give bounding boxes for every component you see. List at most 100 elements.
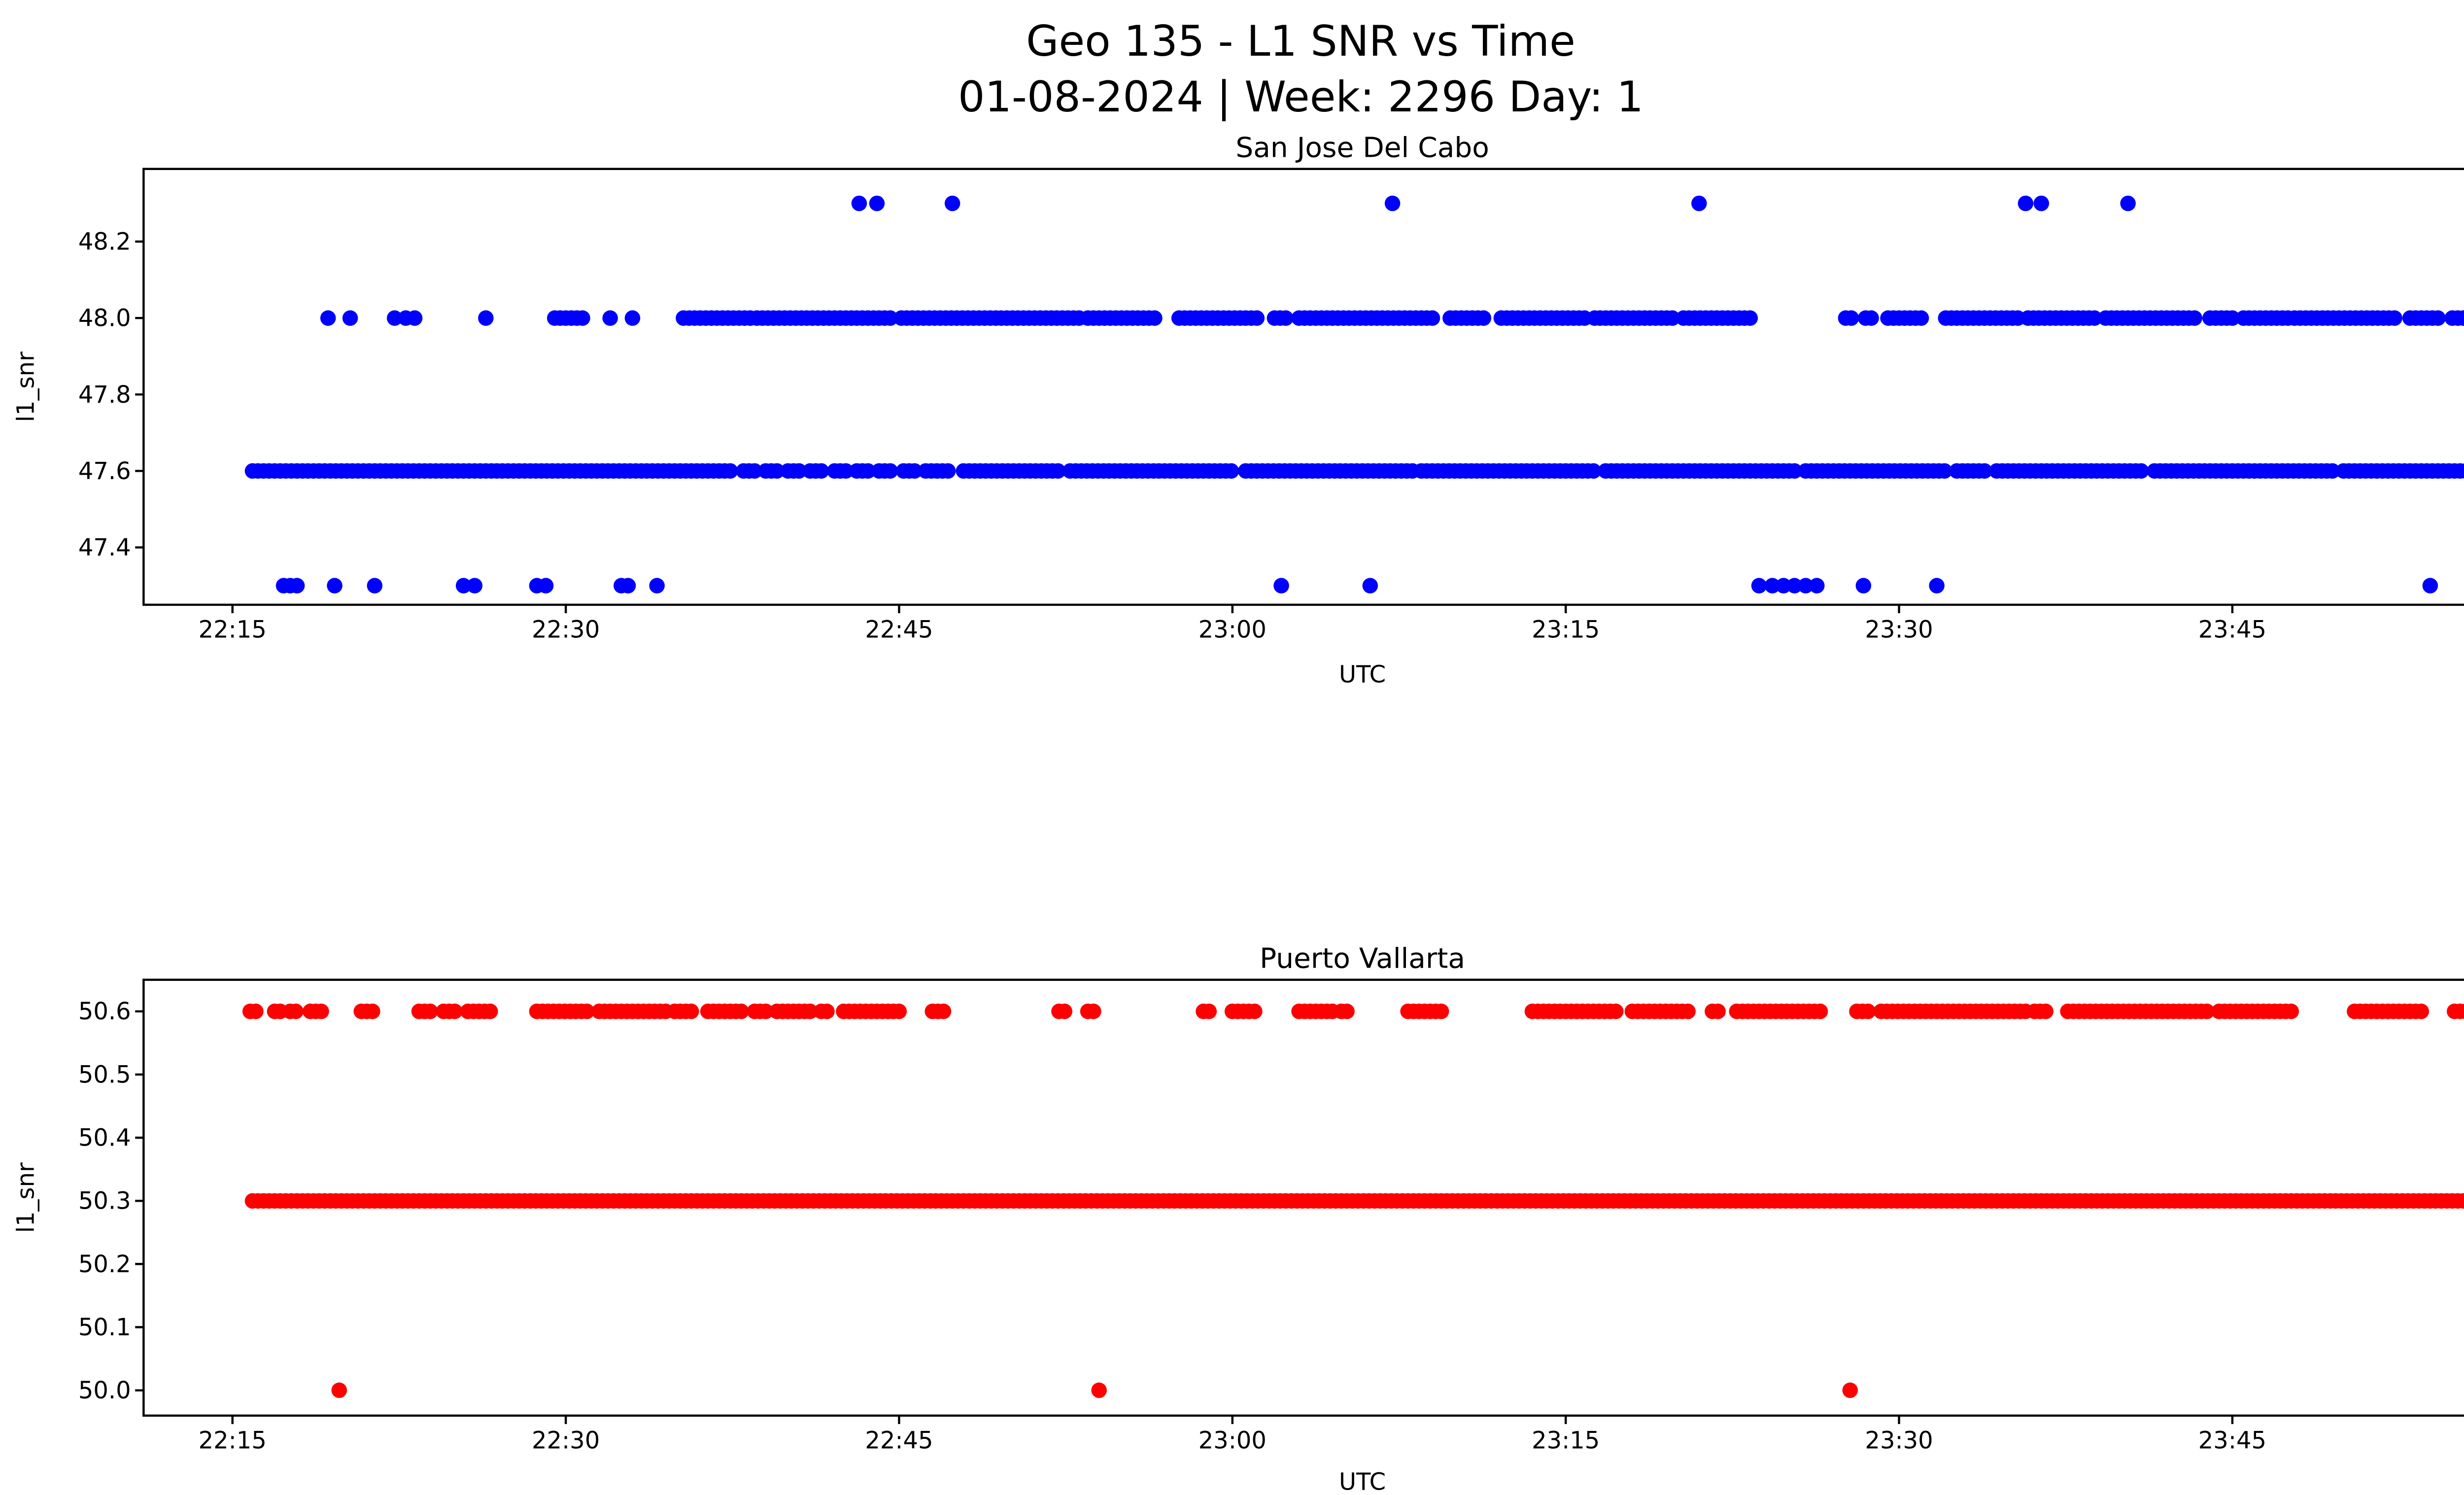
data-point <box>602 310 618 326</box>
data-point <box>1273 578 1289 593</box>
data-point <box>1339 1004 1355 1019</box>
scatter-points <box>244 195 2464 593</box>
data-point <box>2413 1004 2430 1019</box>
x-tick-label: 23:00 <box>1198 616 1266 644</box>
data-point <box>747 463 763 479</box>
y-axis-label: l1_snr <box>12 351 40 422</box>
data-point <box>2458 463 2464 479</box>
data-point <box>2187 310 2202 326</box>
data-point <box>1608 1004 1624 1019</box>
data-point <box>1384 195 1401 211</box>
data-point <box>769 463 785 479</box>
data-point <box>1475 310 1492 326</box>
y-tick-label: 47.6 <box>78 457 131 485</box>
data-point <box>1764 578 1780 593</box>
data-point <box>1809 578 1825 593</box>
data-point <box>1424 310 1440 326</box>
data-point <box>1680 1004 1696 1019</box>
data-point <box>2461 1195 2464 1207</box>
y-tick-label: 50.3 <box>78 1187 131 1215</box>
data-point <box>2087 310 2103 326</box>
data-point <box>1710 1004 1726 1019</box>
data-point <box>1585 463 1602 479</box>
data-point <box>802 1004 818 1019</box>
data-point <box>365 1004 380 1019</box>
data-point <box>2456 310 2464 326</box>
data-point <box>907 463 923 479</box>
data-point <box>882 463 898 479</box>
data-point <box>1691 195 1707 211</box>
y-tick-label: 48.2 <box>78 228 131 256</box>
x-tick-label: 22:30 <box>532 1427 600 1455</box>
data-point <box>891 1004 907 1019</box>
data-point <box>367 578 383 593</box>
scatter-points <box>242 1004 2464 1398</box>
data-point <box>342 310 358 326</box>
data-point <box>1913 310 1929 326</box>
data-point <box>624 310 641 326</box>
x-tick-label: 22:45 <box>865 1427 933 1455</box>
data-point <box>331 1382 347 1398</box>
data-point <box>288 1004 304 1019</box>
x-tick-label: 23:15 <box>1532 616 1600 644</box>
data-point <box>386 310 403 326</box>
data-point <box>683 1004 699 1019</box>
data-point <box>1664 310 1680 326</box>
data-point <box>1050 463 1066 479</box>
data-point <box>2018 195 2034 211</box>
subplot-puerto-vallarta: Puerto Vallarta 22:15 22:30 22:45 23:00 23:1… <box>12 943 2464 1495</box>
data-point <box>869 195 885 211</box>
x-tick-label: 23:45 <box>2198 616 2266 644</box>
data-point <box>1278 310 1294 326</box>
x-tick-label: 22:15 <box>199 1427 267 1455</box>
data-point <box>455 578 472 593</box>
axes-frame <box>142 168 2464 606</box>
y-tick-label: 47.4 <box>78 534 131 561</box>
axis-ticks: 22:1522:3022:4523:0023:1523:3023:4500:00… <box>78 228 2266 644</box>
data-point <box>478 310 494 326</box>
x-axis-label: UTC <box>1339 1468 1386 1495</box>
data-point <box>313 1004 329 1019</box>
data-point <box>2199 1004 2215 1019</box>
data-point <box>1798 578 1814 593</box>
axes-frame <box>142 978 2464 1417</box>
data-point <box>2458 1004 2464 1019</box>
data-point <box>1247 1004 1263 1019</box>
data-point <box>422 1004 438 1019</box>
data-point <box>1201 1004 1217 1019</box>
data-point <box>940 463 956 479</box>
data-point <box>1863 310 1879 326</box>
data-point <box>733 1004 749 1019</box>
data-point <box>1786 463 1803 479</box>
data-point <box>447 1004 463 1019</box>
data-point <box>2325 463 2340 479</box>
data-point <box>2430 310 2446 326</box>
y-tick-label: 47.8 <box>78 381 131 409</box>
data-point <box>882 310 898 326</box>
x-tick-label: 22:45 <box>865 616 933 644</box>
data-point <box>467 578 483 593</box>
subplot-title: San Jose Del Cabo <box>1235 132 1489 164</box>
data-point <box>2224 310 2240 326</box>
data-point <box>2120 195 2136 211</box>
data-point <box>1086 1004 1101 1019</box>
data-point <box>1362 578 1378 593</box>
y-tick-label: 48.0 <box>78 305 131 332</box>
data-point <box>2133 463 2149 479</box>
data-point <box>1223 463 1239 479</box>
data-point <box>944 195 960 211</box>
data-point <box>1812 1004 1828 1019</box>
data-point <box>819 1004 835 1019</box>
data-point <box>407 310 423 326</box>
x-tick-label: 23:00 <box>1198 1427 1266 1455</box>
data-point <box>248 1004 264 1019</box>
data-point <box>579 1004 595 1019</box>
y-tick-label: 50.5 <box>78 1061 131 1088</box>
data-point <box>2461 312 2464 324</box>
figure-subtitle: 01-08-2024 | Week: 2296 Day: 1 <box>958 72 1643 122</box>
data-point <box>1860 1004 1876 1019</box>
data-point <box>289 578 305 593</box>
